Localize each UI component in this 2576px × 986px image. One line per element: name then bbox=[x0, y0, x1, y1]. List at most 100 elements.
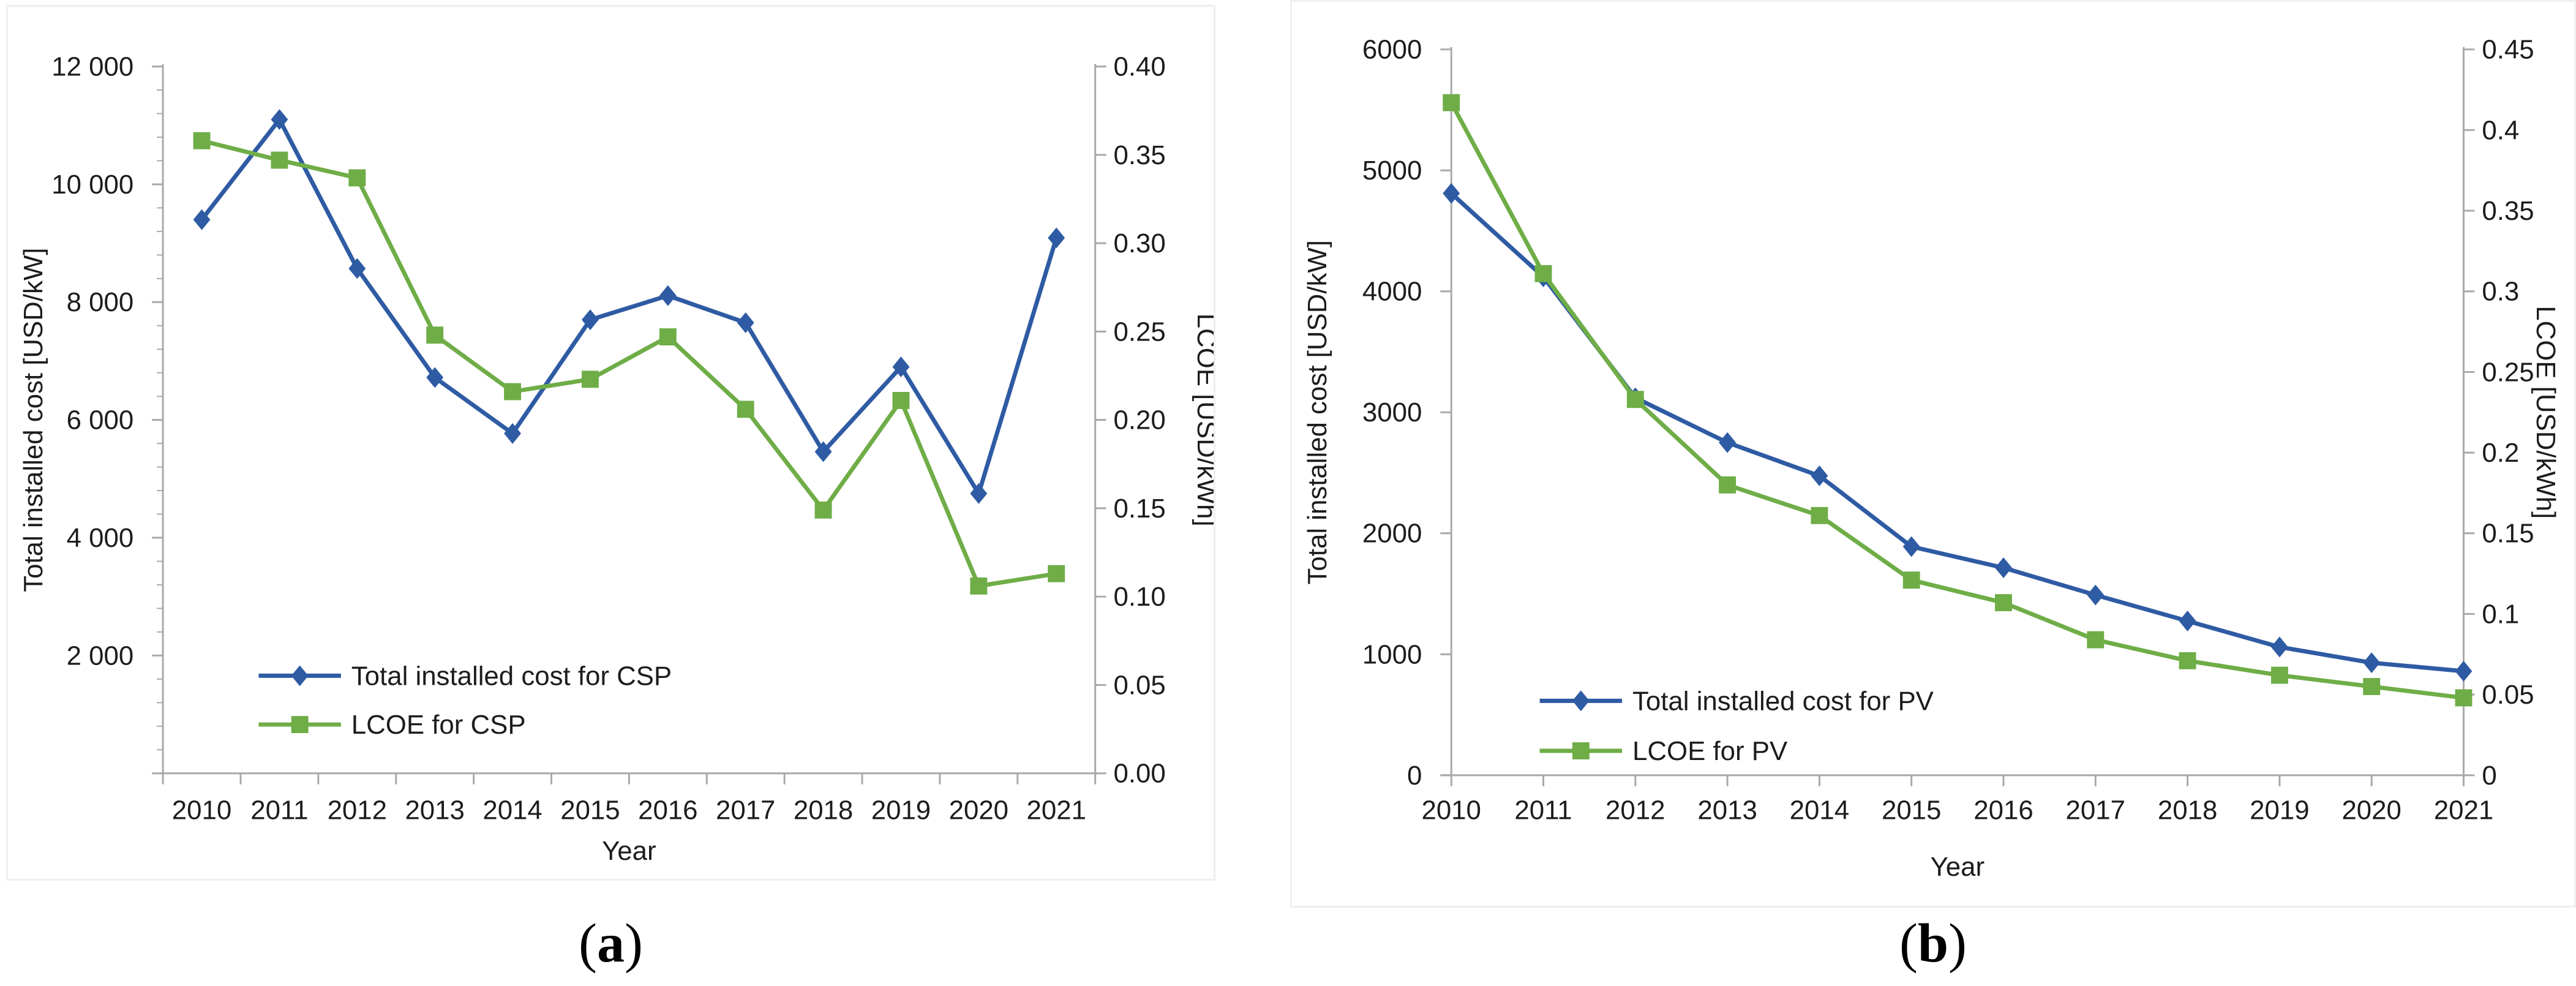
legend-marker bbox=[291, 665, 309, 687]
axes bbox=[1440, 47, 2465, 777]
left-tick-label: 2 000 bbox=[67, 641, 134, 671]
right-axis-ticks: 0.00 0.05 0.10 0.15 0.20 0.25 0.30 0.35 0.40 bbox=[1095, 52, 1166, 789]
caption-a-letter: a bbox=[597, 913, 625, 974]
legend-entry: Total installed cost for PV bbox=[1539, 686, 1934, 716]
data-point-marker bbox=[892, 356, 910, 378]
data-point-marker bbox=[504, 423, 521, 444]
data-point-marker bbox=[814, 501, 832, 519]
legend-marker bbox=[291, 716, 309, 734]
x-tick-label: 2019 bbox=[2250, 796, 2309, 826]
right-tick-label: 0.15 bbox=[2482, 519, 2534, 549]
data-point-marker bbox=[1719, 476, 1737, 494]
x-tick-label: 2021 bbox=[2434, 796, 2493, 826]
x-tick-label: 2015 bbox=[1882, 796, 1941, 826]
data-point-marker bbox=[2363, 678, 2381, 695]
series-cost bbox=[1443, 183, 2473, 682]
x-tick-label: 2010 bbox=[1421, 796, 1481, 826]
x-tick-label: 2019 bbox=[871, 795, 931, 825]
left-tick-label: 4000 bbox=[1362, 277, 1422, 307]
legend-marker bbox=[1572, 742, 1590, 759]
series-line bbox=[1449, 100, 2466, 700]
right-tick-label: 0.35 bbox=[2482, 196, 2534, 226]
data-point-marker bbox=[970, 577, 988, 595]
csp-chart-panel: 2 000 4 000 6 000 8 000 10 000 12 000 0.00 0.05… bbox=[6, 5, 1215, 881]
caption-b-open: ( bbox=[1899, 913, 1918, 974]
right-tick-label: 0.20 bbox=[1114, 405, 1166, 435]
x-tick-label: 2015 bbox=[560, 795, 620, 825]
data-point-marker bbox=[271, 151, 288, 169]
data-point-marker bbox=[581, 371, 599, 388]
left-tick-label: 3000 bbox=[1362, 397, 1422, 427]
pv-chart-canvas: 0 1000 2000 3000 4000 5000 6000 0 0.05 0.1 0.15 0.2… bbox=[1302, 35, 2561, 883]
right-axis-ticks: 0 0.05 0.1 0.15 0.2 0.25 0.3 0.35 0.4 0.45 bbox=[2463, 35, 2534, 791]
x-axis-title: Year bbox=[1931, 852, 1985, 882]
data-point-marker bbox=[1443, 94, 1460, 111]
right-axis-title: LCOE [USD/kWh] bbox=[1192, 314, 1214, 527]
left-tick-label: 1000 bbox=[1362, 639, 1422, 669]
x-tick-label: 2020 bbox=[949, 795, 1008, 825]
right-tick-label: 0.30 bbox=[1114, 228, 1166, 258]
data-point-marker bbox=[814, 441, 832, 462]
legend: Total installed cost for CSP LCOE for CSP bbox=[258, 661, 672, 740]
caption-a-close: ) bbox=[625, 913, 643, 974]
data-point-marker bbox=[1902, 536, 1920, 557]
data-point-marker bbox=[426, 367, 444, 388]
caption-a-open: ( bbox=[579, 913, 597, 974]
right-tick-label: 0.35 bbox=[1114, 140, 1166, 170]
data-point-marker bbox=[1048, 565, 1065, 582]
right-tick-label: 0.4 bbox=[2482, 115, 2519, 145]
data-point-marker bbox=[348, 169, 366, 187]
right-tick-label: 0.2 bbox=[2482, 438, 2519, 468]
data-point-marker bbox=[1048, 227, 1065, 249]
x-tick-label: 2010 bbox=[172, 795, 231, 825]
caption-b-close: ) bbox=[1948, 913, 1967, 974]
data-point-marker bbox=[892, 391, 910, 409]
data-point-marker bbox=[2087, 631, 2105, 649]
left-tick-label: 8 000 bbox=[67, 287, 134, 317]
right-tick-label: 0.10 bbox=[1114, 582, 1166, 612]
data-point-marker bbox=[271, 109, 288, 130]
left-tick-label: 5000 bbox=[1362, 156, 1422, 186]
right-tick-label: 0.05 bbox=[1114, 670, 1166, 700]
legend: Total installed cost for PV LCOE for PV bbox=[1539, 686, 1934, 766]
legend-label: LCOE for PV bbox=[1632, 736, 1788, 766]
right-tick-label: 0.3 bbox=[2482, 277, 2519, 307]
data-point-marker bbox=[193, 132, 211, 149]
x-tick-label: 2013 bbox=[1697, 796, 1757, 826]
data-point-marker bbox=[426, 326, 444, 344]
left-axis-ticks: 2 000 4 000 6 000 8 000 10 000 12 000 bbox=[51, 52, 163, 751]
left-axis-title: Total installed cost [USD/kW] bbox=[18, 248, 48, 592]
right-tick-label: 0.25 bbox=[1114, 317, 1166, 347]
data-point-marker bbox=[1902, 571, 1920, 589]
data-point-marker bbox=[1626, 391, 1644, 408]
series-line bbox=[1449, 191, 2466, 674]
data-point-marker bbox=[581, 309, 599, 331]
pv-chart-panel: 0 1000 2000 3000 4000 5000 6000 0 0.05 0.1 0.15 0.2… bbox=[1290, 0, 2576, 908]
right-tick-label: 0.25 bbox=[2482, 357, 2534, 387]
legend-label: LCOE for CSP bbox=[351, 710, 526, 740]
data-point-marker bbox=[2179, 611, 2196, 631]
left-tick-label: 10 000 bbox=[51, 170, 133, 200]
left-axis-title: Total installed cost [USD/kW] bbox=[1302, 240, 1332, 584]
data-point-marker bbox=[1443, 183, 1460, 204]
data-point-marker bbox=[737, 401, 754, 418]
x-tick-label: 2018 bbox=[794, 795, 853, 825]
x-tick-label: 2013 bbox=[405, 795, 464, 825]
x-tick-label: 2014 bbox=[483, 795, 542, 825]
left-tick-label: 4 000 bbox=[67, 523, 134, 553]
legend-label: Total installed cost for PV bbox=[1632, 686, 1934, 716]
x-tick-label: 2016 bbox=[1973, 796, 2033, 826]
x-tick-label: 2018 bbox=[2158, 796, 2217, 826]
data-point-marker bbox=[2455, 689, 2473, 707]
left-tick-label: 6 000 bbox=[67, 405, 134, 435]
x-axis-ticks: 2010 2011 2012 2013 2014 2015 2016 2017 2018 2019… bbox=[162, 773, 1097, 825]
right-tick-label: 0 bbox=[2482, 761, 2496, 791]
right-tick-label: 0.00 bbox=[1114, 759, 1166, 789]
data-point-marker bbox=[193, 209, 211, 230]
caption-b-letter: b bbox=[1917, 913, 1949, 974]
x-tick-label: 2014 bbox=[1790, 796, 1849, 826]
data-point-marker bbox=[504, 383, 521, 401]
x-tick-label: 2017 bbox=[2066, 796, 2125, 826]
series-lcoe bbox=[1443, 94, 2473, 707]
